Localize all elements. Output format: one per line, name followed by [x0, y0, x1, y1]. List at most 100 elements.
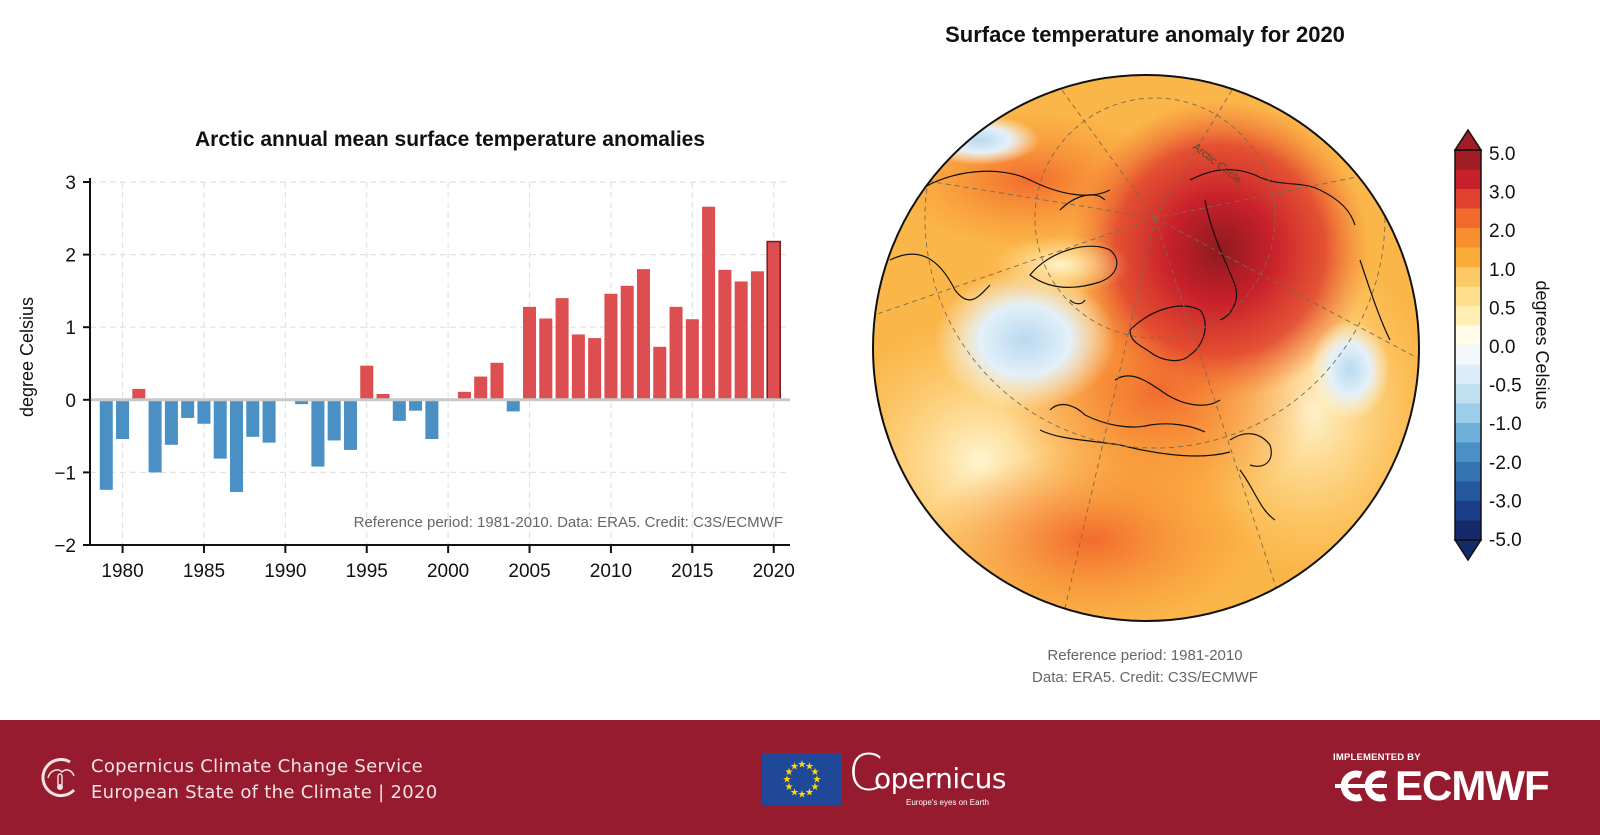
x-tick-label: 2015 [671, 561, 713, 582]
bar-2001 [457, 391, 471, 400]
colorbar-tick-label: 0.0 [1489, 337, 1515, 358]
colorbar-swatch [1455, 520, 1481, 541]
x-tick-label: 1985 [183, 561, 225, 582]
x-tick-label: 1995 [346, 561, 388, 582]
map-annotation-line: Reference period: 1981-2010 [1047, 647, 1243, 664]
colorbar-swatch [1455, 169, 1481, 190]
colorbar-frame [1454, 149, 1482, 541]
colorbar-swatch [1455, 325, 1481, 346]
eu-star-icon: ★ [811, 767, 820, 778]
bar-2007 [555, 298, 569, 400]
colorbar-tick-label: -5.0 [1489, 530, 1522, 551]
eu-star-icon: ★ [790, 762, 799, 773]
colorbar-swatch [1455, 481, 1481, 502]
bar-1992 [311, 399, 325, 467]
bar-2016 [702, 206, 716, 400]
eu-star-icon: ★ [785, 767, 794, 778]
x-tick-label: 2005 [508, 561, 550, 582]
bar-1995 [360, 365, 374, 400]
bar-1996 [376, 393, 390, 400]
eu-star-icon: ★ [790, 787, 799, 798]
y-tick-label: −2 [54, 536, 76, 557]
bar-2012 [636, 269, 650, 400]
bar-1991 [295, 399, 309, 405]
eu-star-icon: ★ [811, 782, 820, 793]
colorbar-swatch [1455, 150, 1481, 170]
bar-2019 [750, 271, 764, 400]
bar-1994 [343, 399, 357, 450]
colorbar-tick-label: 0.5 [1489, 298, 1515, 319]
colorbar-swatch [1455, 501, 1481, 521]
copernicus-logo: C opernicus Europe's eyes on Earth [848, 744, 1008, 808]
eu-star-icon: ★ [805, 787, 814, 798]
colorbar-swatch [1455, 208, 1481, 229]
copernicus-wordmark: opernicus [874, 762, 1006, 795]
y-tick-label: 3 [65, 173, 76, 194]
map-annotation: Reference period: 1981-2010 Data: ERA5. … [980, 645, 1310, 689]
bars [90, 206, 790, 493]
bar-2013 [653, 346, 667, 400]
bar-2010 [604, 293, 618, 400]
eu-star-icon: ★ [785, 782, 794, 793]
bar-1979 [99, 399, 113, 490]
colorbar-swatches [1453, 128, 1483, 562]
eu-flag-icon: ★ ★ ★ ★ ★ ★ ★ ★ ★ ★ ★ ★ [762, 753, 842, 805]
colorbar-tick-label: -1.0 [1489, 414, 1522, 435]
bar-1982 [148, 399, 162, 473]
globe-field: Arctic Circle [873, 75, 1419, 621]
colorbar-swatch [1455, 247, 1481, 268]
ecmwf-wordmark: ECMWF [1395, 762, 1550, 809]
copernicus-c: C [848, 744, 883, 802]
colorbar-swatch [1455, 403, 1481, 424]
copernicus-tagline: Europe's eyes on Earth [906, 798, 989, 807]
chart-annotation: Reference period: 1981-2010. Data: ERA5.… [354, 514, 783, 531]
coastlines [889, 169, 1391, 521]
colorbar-swatch [1455, 345, 1481, 365]
bar-2005 [523, 306, 537, 400]
bar-1981 [132, 388, 146, 400]
bar-1999 [425, 399, 439, 440]
colorbar-tick-label: 5.0 [1489, 144, 1515, 165]
colorbar-swatch [1455, 228, 1481, 248]
bar-2015 [685, 319, 699, 400]
colorbar-tick-label: -0.5 [1489, 376, 1522, 397]
map-title: Surface temperature anomaly for 2020 [945, 22, 1345, 47]
bar-2017 [718, 269, 732, 400]
c3s-logo-icon [41, 758, 76, 798]
bar-1997 [392, 399, 406, 421]
bar-2009 [588, 338, 602, 400]
globe-outline [872, 74, 1420, 622]
colorbar-tick-labels: 5.0 3.0 2.0 1.0 0.5 0.0 -0.5 -1.0 -2.0 -3.0 -5.0 [1489, 144, 1522, 551]
grid-lines [90, 181, 790, 545]
colorbar-tick-label: -3.0 [1489, 491, 1522, 512]
bar-1987 [230, 399, 244, 493]
eu-star-icon: ★ [813, 775, 822, 786]
x-tick-label: 1990 [264, 561, 306, 582]
colorbar-label: degrees Celsius [1532, 280, 1552, 409]
x-tick-labels: 1980 1985 1990 1995 2000 2005 2010 2015 2020 [101, 561, 794, 582]
bar-1986 [213, 399, 227, 459]
eu-star-icon: ★ [805, 762, 814, 773]
footer-banner: Copernicus Climate Change Service Europe… [0, 720, 1600, 835]
colorbar-swatch [1455, 384, 1481, 404]
axes [83, 178, 790, 553]
colorbar-swatch [1455, 306, 1481, 326]
colorbar-tick-label: 2.0 [1489, 221, 1515, 242]
ecmwf-symbol-icon [1335, 770, 1387, 802]
bar-1993 [327, 399, 341, 441]
colorbar-extend-top [1453, 128, 1483, 151]
colorbar-swatch [1455, 189, 1481, 209]
bar-chart: 3 2 1 0 −1 −2 1980 1985 1990 1995 2000 2005 2010 201… [17, 173, 795, 582]
y-axis-label: degree Celsius [17, 297, 37, 417]
colorbar-swatch [1455, 364, 1481, 385]
colorbar-tick-label: -2.0 [1489, 453, 1522, 474]
eu-star-icon: ★ [798, 790, 807, 801]
map-annotation-line: Data: ERA5. Credit: C3S/ECMWF [1032, 669, 1258, 686]
bar-2004 [506, 399, 520, 412]
x-tick-label: 2000 [427, 561, 469, 582]
colorbar-tick-label: 1.0 [1489, 260, 1515, 281]
colorbar-swatch [1455, 462, 1481, 482]
eu-star-icon: ★ [798, 760, 807, 771]
bar-2011 [620, 285, 634, 400]
bar-chart-title: Arctic annual mean surface temperature a… [194, 128, 706, 151]
